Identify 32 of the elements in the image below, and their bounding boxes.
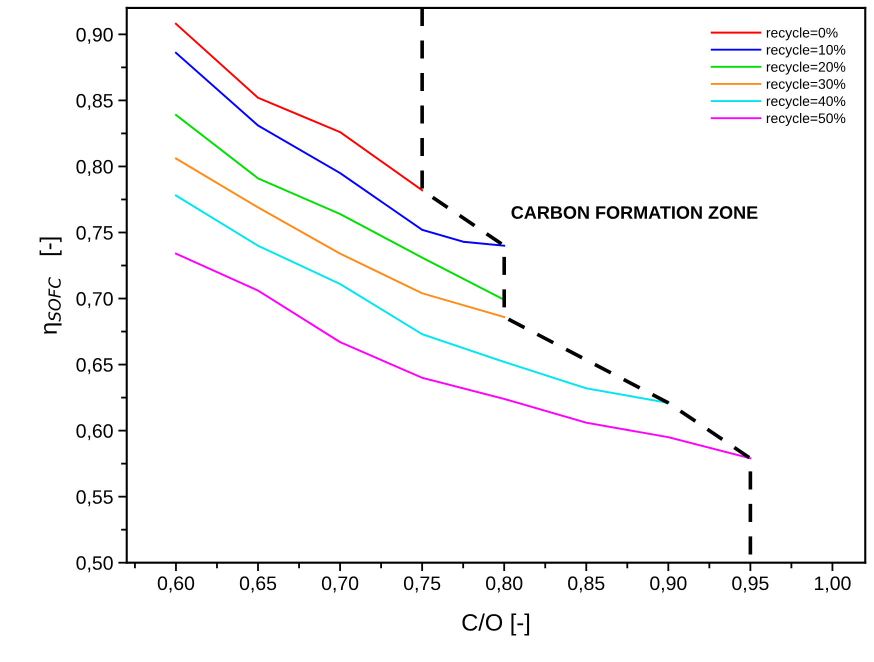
line-series — [174, 22, 424, 192]
annotation: CARBON FORMATION ZONE — [512, 206, 758, 219]
y-tick-label: 0,65 — [76, 358, 113, 374]
x-tick-label: 0,70 — [322, 576, 358, 592]
line-series — [174, 158, 506, 318]
x-tick-label: 0,75 — [404, 576, 440, 592]
legend-label: recycle=40% — [766, 96, 846, 109]
x-axis-title: C/O [-] — [462, 613, 530, 636]
y-tick-label: 0,75 — [76, 226, 113, 242]
y-tick-label: 0,80 — [76, 160, 113, 176]
y-tick-label: 0,60 — [76, 424, 113, 440]
x-tick-label: 0,95 — [732, 576, 768, 592]
legend-label: recycle=50% — [766, 112, 846, 126]
line-series — [174, 252, 752, 460]
x-tick-label: 0,65 — [240, 576, 276, 592]
line-series — [174, 114, 506, 301]
y-tick-label: 0,50 — [76, 556, 113, 572]
x-tick-label: 0,80 — [486, 576, 522, 592]
x-tick-label: 1,00 — [815, 576, 851, 592]
legend-label: recycle=20% — [766, 62, 846, 75]
legend-label: recycle=10% — [766, 44, 846, 58]
y-tick-label: 0,85 — [76, 94, 113, 110]
x-tick-label: 0,85 — [568, 576, 604, 592]
line-series — [174, 52, 506, 247]
y-tick-label: 0,55 — [76, 490, 113, 506]
text: η$_{SOFC}$ [-] — [40, 237, 62, 334]
x-tick-label: 0,90 — [650, 576, 686, 592]
y-tick-label: 0,70 — [76, 292, 113, 308]
y-tick-label: 0,90 — [76, 28, 113, 44]
x-tick-label: 0,60 — [158, 576, 194, 592]
legend-label: recycle=30% — [766, 78, 846, 92]
legend-label: recycle=0% — [766, 27, 838, 40]
